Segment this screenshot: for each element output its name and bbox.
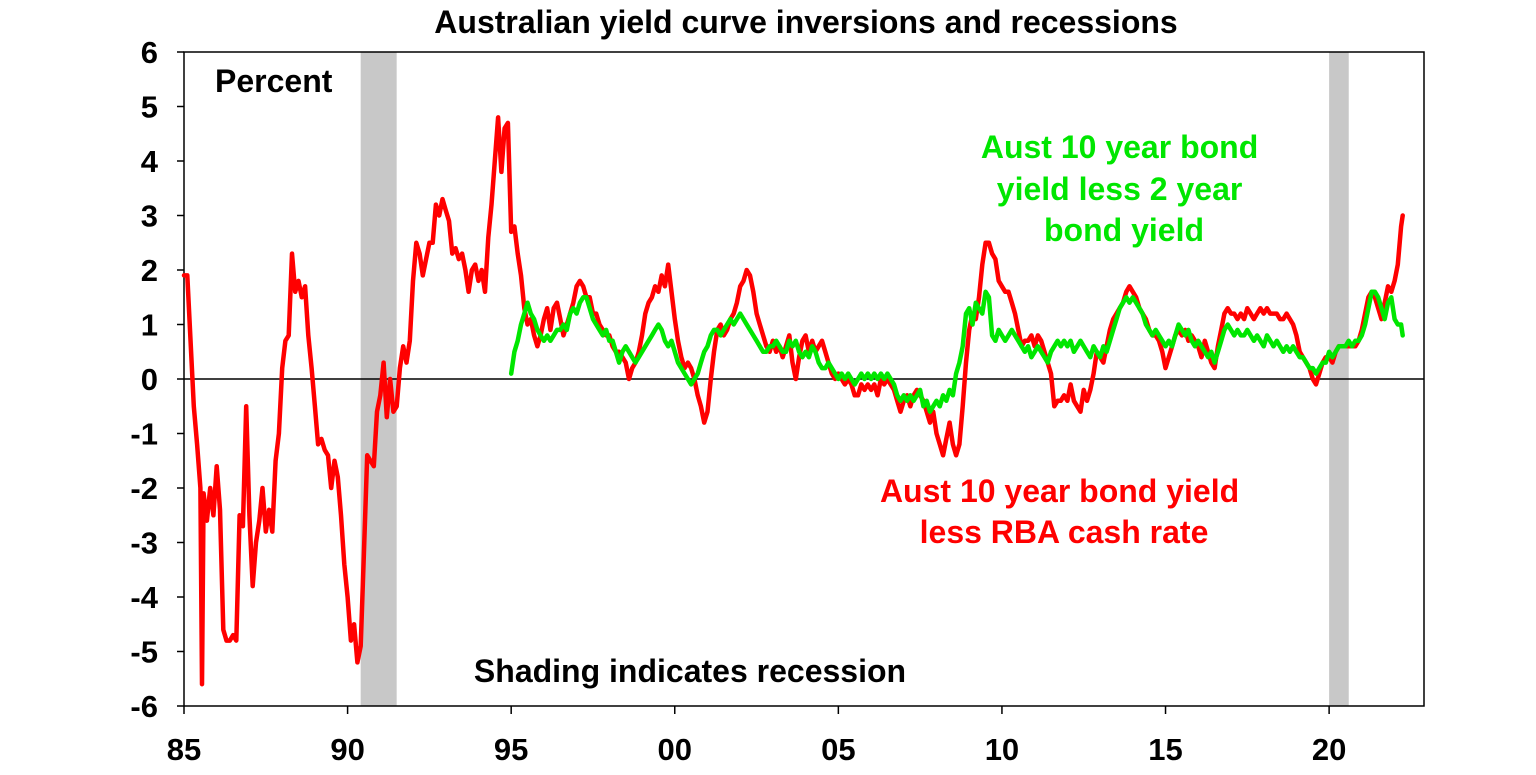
- y-axis-unit-label: Percent: [215, 63, 333, 99]
- green-series-label-line-2: yield less 2 year: [997, 171, 1243, 207]
- green-series-label: Aust 10 year bond yield less 2 year bond…: [981, 129, 1267, 248]
- y-tick-label: 0: [141, 362, 158, 397]
- shading-note: Shading indicates recession: [474, 653, 906, 689]
- red-series-label-line-1: Aust 10 year bond yield: [880, 473, 1239, 509]
- chart-title: Australian yield curve inversions and re…: [434, 4, 1177, 40]
- y-tick-label: -1: [130, 417, 158, 452]
- y-axis-ticks: 6 5 4 3 2 1 0 -1 -2 -3 -4 -5 -6: [130, 35, 184, 724]
- green-series-line: [508, 289, 1405, 414]
- y-tick-label: -5: [130, 635, 158, 670]
- x-tick-label: 85: [167, 732, 201, 767]
- x-tick-label: 95: [494, 732, 528, 767]
- y-tick-label: -4: [130, 580, 158, 615]
- x-tick-label: 10: [985, 732, 1019, 767]
- y-tick-label: 6: [141, 35, 158, 70]
- y-tick-label: 1: [141, 308, 158, 343]
- y-tick-label: 4: [141, 144, 159, 179]
- y-tick-label: 2: [141, 253, 158, 288]
- x-tick-label: 05: [821, 732, 855, 767]
- red-series-label-line-2: less RBA cash rate: [920, 514, 1209, 550]
- green-series-label-line-3: bond yield: [1044, 212, 1204, 248]
- series-lines: [181, 115, 1405, 687]
- x-tick-label: 15: [1148, 732, 1182, 767]
- x-axis-ticks: 85 90 95 00 05 10 15 20: [167, 706, 1346, 767]
- green-series-label-line-1: Aust 10 year bond: [981, 129, 1258, 165]
- x-tick-label: 20: [1312, 732, 1346, 767]
- red-series-label: Aust 10 year bond yield less RBA cash ra…: [880, 473, 1248, 550]
- x-tick-label: 90: [330, 732, 364, 767]
- y-tick-label: 3: [141, 199, 158, 234]
- red-series-line: [181, 115, 1405, 687]
- y-tick-label: 5: [141, 90, 158, 125]
- y-tick-label: -6: [130, 689, 158, 724]
- y-tick-label: -2: [130, 471, 158, 506]
- y-tick-label: -3: [130, 526, 158, 561]
- x-tick-label: 00: [658, 732, 692, 767]
